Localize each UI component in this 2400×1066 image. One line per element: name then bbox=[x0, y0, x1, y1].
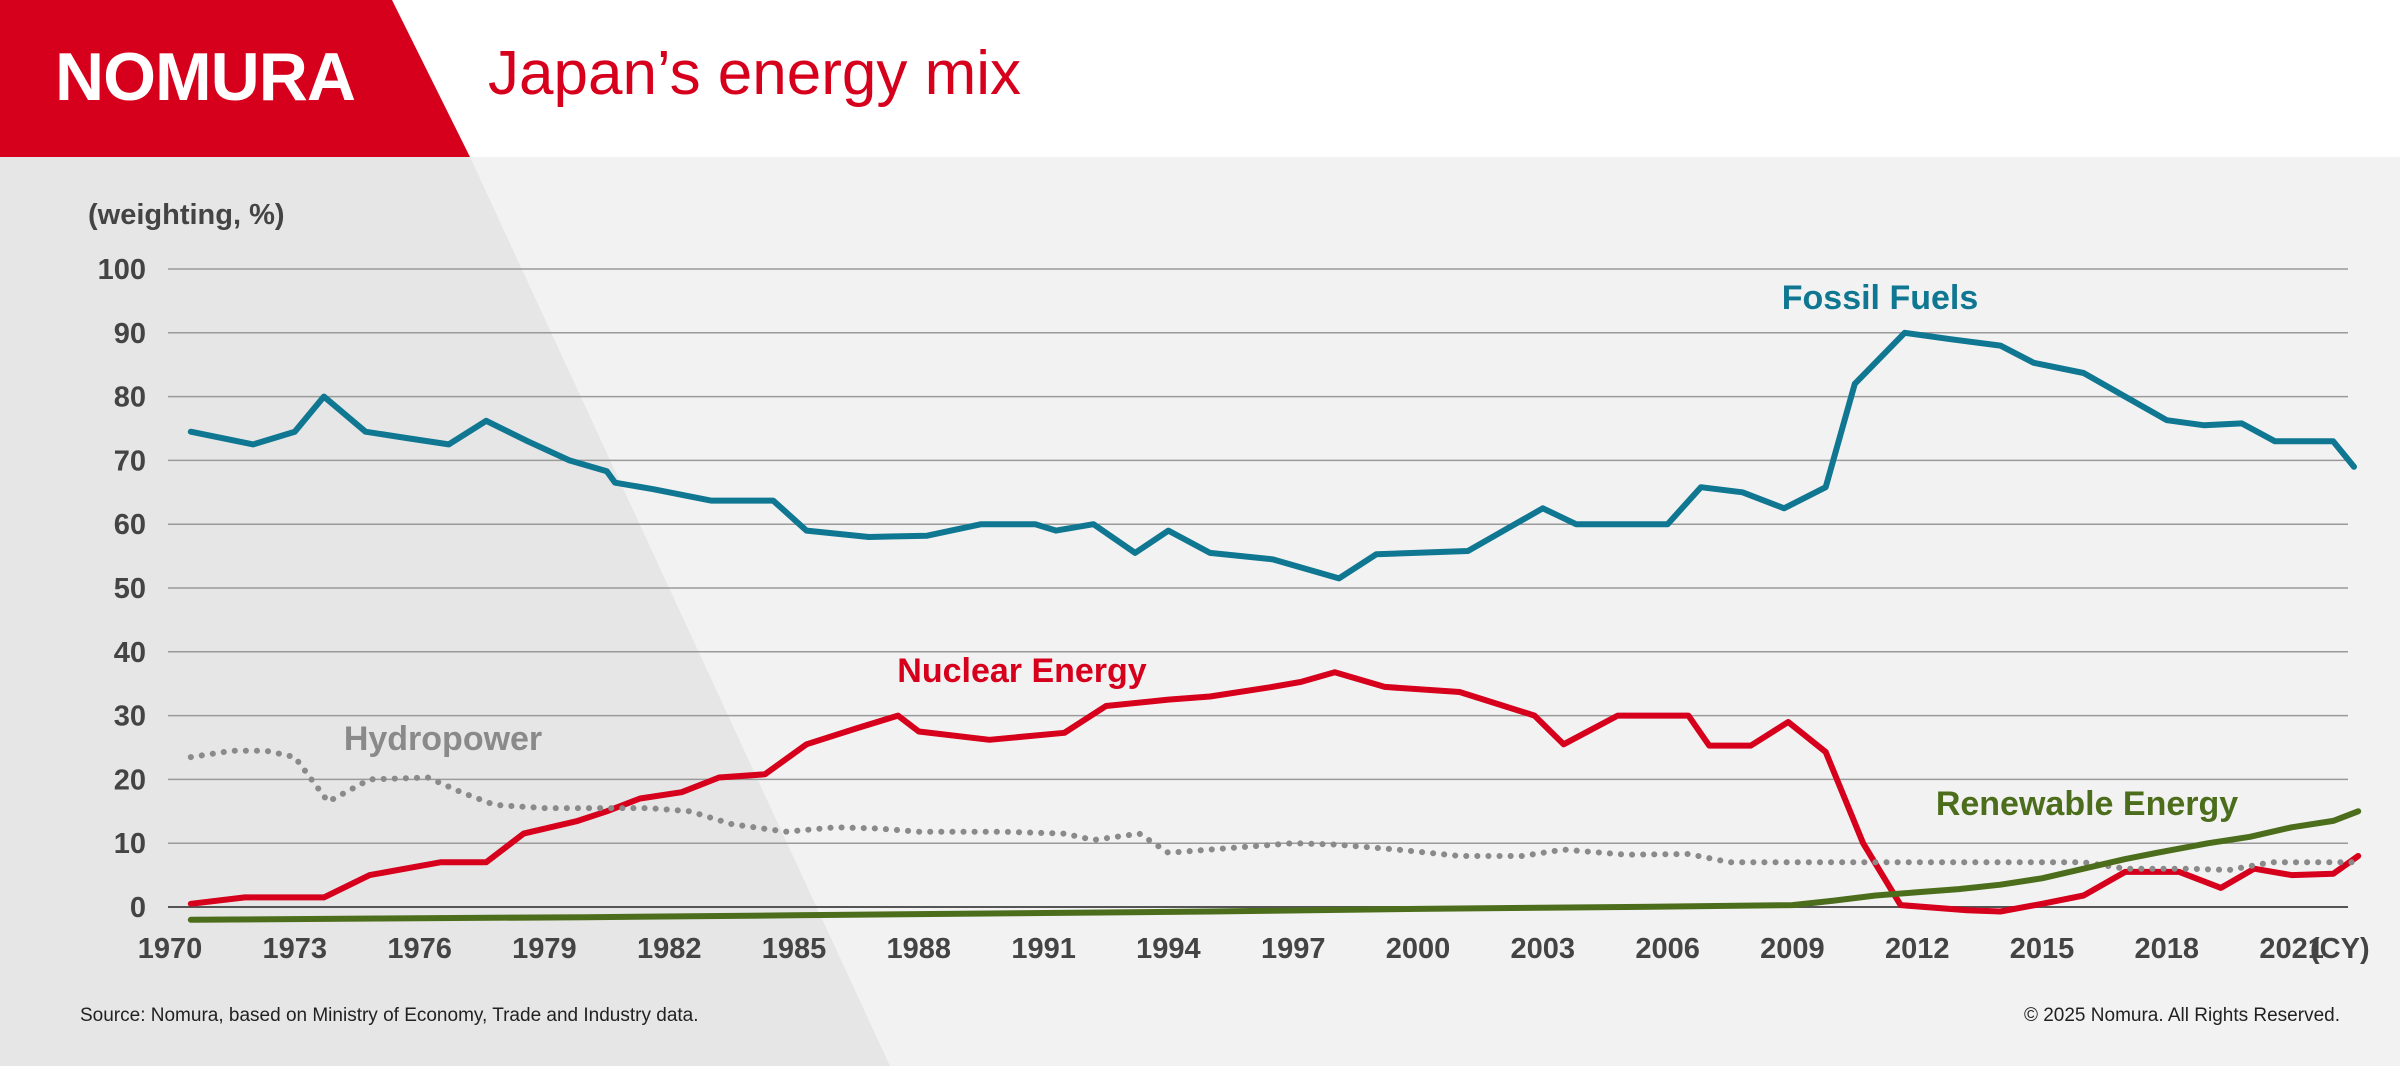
nomura-logo: NOMURA bbox=[55, 39, 356, 115]
series-line-nuclear-energy bbox=[187, 669, 2362, 915]
x-tick-label: 2009 bbox=[1760, 933, 1825, 965]
logo-block bbox=[0, 0, 470, 157]
y-tick-label: 50 bbox=[114, 573, 146, 605]
source-note: Source: Nomura, based on Ministry of Eco… bbox=[80, 1005, 699, 1026]
series-labels: Fossil Fuels Nuclear Energy Hydropower Rene… bbox=[344, 279, 2238, 823]
background-triangle bbox=[0, 157, 890, 1066]
y-tick-label: 100 bbox=[98, 254, 146, 286]
y-tick-label: 30 bbox=[114, 701, 146, 733]
series-line-fossil-fuels bbox=[187, 329, 2357, 582]
series-lines bbox=[187, 329, 2362, 923]
gridlines bbox=[168, 268, 2348, 908]
x-tick-label: 1991 bbox=[1011, 933, 1076, 965]
y-axis-label: (weighting, %) bbox=[88, 199, 285, 231]
y-axis-ticks: 0 10 20 30 40 50 60 70 80 90 100 bbox=[98, 254, 146, 924]
x-tick-label: 2000 bbox=[1386, 933, 1451, 965]
x-tick-label: 2003 bbox=[1511, 933, 1576, 965]
chart-title: Japan’s energy mix bbox=[488, 39, 1022, 108]
y-tick-label: 70 bbox=[114, 445, 146, 477]
y-tick-label: 0 bbox=[130, 892, 146, 924]
y-tick-label: 80 bbox=[114, 382, 146, 414]
copyright-note: © 2025 Nomura. All Rights Reserved. bbox=[2023, 1005, 2340, 1026]
x-tick-label: 2006 bbox=[1635, 933, 1700, 965]
x-tick-label: 1982 bbox=[637, 933, 702, 965]
x-tick-label: 1985 bbox=[762, 933, 827, 965]
y-tick-label: 40 bbox=[114, 637, 146, 669]
series-label-hydropower: Hydropower bbox=[344, 720, 542, 758]
x-axis-unit: (CY) bbox=[2310, 933, 2370, 965]
x-tick-label: 2018 bbox=[2135, 933, 2200, 965]
y-tick-label: 90 bbox=[114, 318, 146, 350]
x-tick-label: 2021 bbox=[2259, 933, 2324, 965]
x-tick-label: 2015 bbox=[2010, 933, 2075, 965]
series-line-hydropower bbox=[187, 747, 2357, 873]
y-tick-label: 60 bbox=[114, 509, 146, 541]
x-tick-label: 1979 bbox=[512, 933, 577, 965]
x-tick-label: 1988 bbox=[887, 933, 952, 965]
header-bar: NOMURA Japan’s energy mix bbox=[0, 0, 2400, 157]
x-tick-label: 1973 bbox=[263, 933, 328, 965]
series-label-nuclear-energy: Nuclear Energy bbox=[897, 652, 1147, 690]
series-label-fossil-fuels: Fossil Fuels bbox=[1782, 279, 1979, 317]
y-tick-label: 20 bbox=[114, 764, 146, 796]
x-tick-label: 2012 bbox=[1885, 933, 1950, 965]
x-axis-ticks: 1970 1973 1976 1979 1982 1985 1988 1991 1994 1997… bbox=[138, 933, 2324, 965]
series-line-renewable-energy bbox=[187, 808, 2362, 923]
x-tick-label: 1976 bbox=[387, 933, 452, 965]
x-tick-label: 1997 bbox=[1261, 933, 1326, 965]
x-tick-label: 1994 bbox=[1136, 933, 1201, 965]
y-tick-label: 10 bbox=[114, 828, 146, 860]
x-tick-label: 1970 bbox=[138, 933, 203, 965]
series-label-renewable-energy: Renewable Energy bbox=[1936, 785, 2238, 823]
